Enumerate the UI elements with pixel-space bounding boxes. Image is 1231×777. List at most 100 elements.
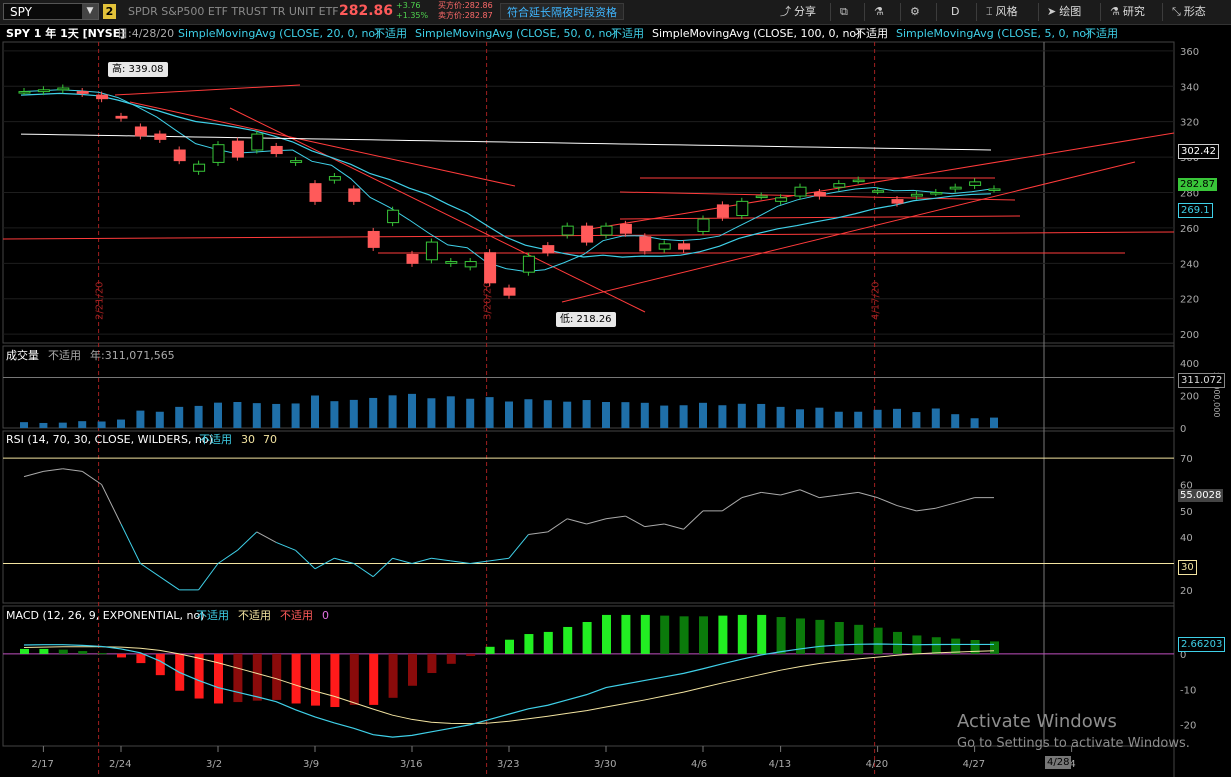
- volume-bar: [699, 402, 707, 428]
- rsi-line-segment: [237, 531, 258, 551]
- volume-bar: [136, 410, 145, 428]
- macd-histogram-bar: [117, 653, 126, 658]
- candle-body: [872, 190, 885, 193]
- sma50-value: 不适用: [611, 27, 644, 40]
- x-axis-ticks: 2/17 2/24 3/2 3/9 3/16 3/23 3/30 4/6 4/13 4/20 4/2…: [31, 746, 1076, 770]
- macd-histogram-bar: [718, 615, 728, 654]
- link-group-badge[interactable]: 2: [103, 4, 116, 19]
- volume-bar: [117, 419, 125, 428]
- candle-body: [775, 197, 788, 202]
- macd-histogram-bar: [505, 639, 514, 654]
- volume-bar: [582, 400, 591, 428]
- sma100-label[interactable]: SimpleMovingAvg (CLOSE, 100, 0, no): [652, 27, 861, 40]
- studies-button[interactable]: ⚗ 研究: [1110, 2, 1145, 22]
- volume-bar: [20, 422, 28, 428]
- rsi-tick-label: 40: [1180, 533, 1193, 544]
- rsi-line-segment: [780, 489, 801, 496]
- symbol-description: SPDR S&P500 ETF TRUST TR UNIT ETF: [128, 5, 339, 18]
- last-price: 282.86: [339, 3, 394, 19]
- macd-tag: 2.66203: [1178, 637, 1226, 652]
- sma20-label[interactable]: SimpleMovingAvg (CLOSE, 20, 0, no): [178, 27, 380, 40]
- candle-body: [600, 225, 613, 236]
- extended-hours-button[interactable]: 符合延长隔夜时段资格: [500, 3, 624, 20]
- drawing-button[interactable]: ➤ 绘图: [1047, 2, 1081, 22]
- drawing-label: 绘图: [1059, 5, 1082, 18]
- volume-bars: [3, 376, 1174, 428]
- x-tick-label: 2/24: [109, 759, 131, 770]
- macd-tick-label: -10: [1180, 685, 1196, 696]
- candle-body: [387, 209, 400, 224]
- volume-tick-label: 400: [1180, 359, 1199, 370]
- rsi-line-segment: [353, 563, 374, 578]
- rsi-line-segment: [858, 491, 878, 499]
- candle-body: [18, 91, 31, 94]
- macd-label: MACD (12, 26, 9, EXPONENTIAL, no): [6, 609, 205, 622]
- candle-body: [425, 241, 438, 261]
- activate-windows-title: Activate Windows: [957, 711, 1117, 732]
- rsi-line-segment: [547, 518, 568, 533]
- candle-body: [348, 188, 361, 202]
- macd-histogram-bar: [311, 653, 320, 706]
- macd-diff-value: 不适用: [280, 609, 313, 622]
- macd-histogram-bar: [524, 634, 534, 654]
- volume-tag: 311.072: [1178, 373, 1226, 388]
- share-button[interactable]: ⤴ 分享: [780, 2, 816, 22]
- candle-body: [367, 230, 380, 248]
- macd-histogram-bar: [970, 639, 980, 654]
- candle-body: [561, 225, 574, 236]
- symbol-input[interactable]: SPY: [3, 3, 99, 20]
- candle-body: [503, 287, 516, 296]
- sma5-label[interactable]: SimpleMovingAvg (CLOSE, 5, 0, no): [896, 27, 1091, 40]
- x-tick-label: 2/17: [31, 759, 53, 770]
- rsi-os-value: 70: [263, 433, 277, 446]
- volume-bar: [39, 422, 48, 428]
- settings-button[interactable]: ⚙: [910, 2, 923, 22]
- macd-histogram-bar: [39, 648, 49, 654]
- sma50-label[interactable]: SimpleMovingAvg (CLOSE, 50, 0, no): [415, 27, 617, 40]
- macd-histogram-bar: [427, 653, 437, 674]
- macd-histogram-bar: [214, 653, 223, 704]
- symbol-dropdown-icon[interactable]: ▼: [82, 4, 98, 19]
- candle-body: [852, 179, 865, 183]
- candle-body: [134, 126, 147, 137]
- toolbar-divider: [976, 3, 977, 21]
- trend-line: [229, 107, 646, 313]
- flask-button[interactable]: ⚗: [874, 2, 887, 22]
- volume-bar: [194, 405, 203, 428]
- macd-histogram-bar: [602, 614, 611, 654]
- volume-bar: [718, 405, 727, 428]
- x-tick-label: 3/16: [400, 759, 422, 770]
- trend-line: [114, 84, 301, 96]
- rsi-line-segment: [450, 560, 471, 564]
- macd-histogram-bar: [369, 653, 379, 705]
- macd-tick-label: -20: [1180, 721, 1196, 732]
- patterns-button[interactable]: ⤡ 形态: [1172, 2, 1206, 22]
- candle-body: [619, 223, 632, 234]
- rsi-line-segment: [741, 491, 762, 499]
- candle-body: [716, 204, 729, 218]
- style-button[interactable]: ⌶ 风格: [986, 2, 1018, 22]
- candle-body: [755, 195, 768, 199]
- rsi-line-segment: [101, 484, 122, 525]
- activate-windows-subtitle: Go to Settings to activate Windows.: [957, 736, 1190, 751]
- macd-histogram-bar: [233, 653, 243, 703]
- top-toolbar: SPY ▼ 2 SPDR S&P500 ETF TRUST TR UNIT ET…: [0, 0, 1231, 25]
- candle-body: [270, 145, 283, 155]
- macd-histogram-bar: [699, 616, 708, 654]
- timeframe-button[interactable]: D: [951, 2, 959, 22]
- macd-histogram-bar: [58, 649, 68, 654]
- volume-bar: [505, 401, 513, 428]
- candle-body: [697, 218, 710, 232]
- candle-body: [406, 253, 419, 264]
- rsi-line-segment: [644, 523, 665, 528]
- volume-tick-label: 200: [1180, 392, 1199, 403]
- candle-body: [445, 261, 458, 264]
- volume-bar: [796, 409, 804, 428]
- sma50-price-tag: 269.1: [1178, 203, 1213, 218]
- volume-bar: [660, 405, 669, 428]
- timeframe-label: D: [951, 5, 960, 18]
- rsi-plot: [3, 457, 1174, 591]
- new-chart-button[interactable]: ⧉: [840, 2, 851, 22]
- candle-body: [96, 94, 109, 100]
